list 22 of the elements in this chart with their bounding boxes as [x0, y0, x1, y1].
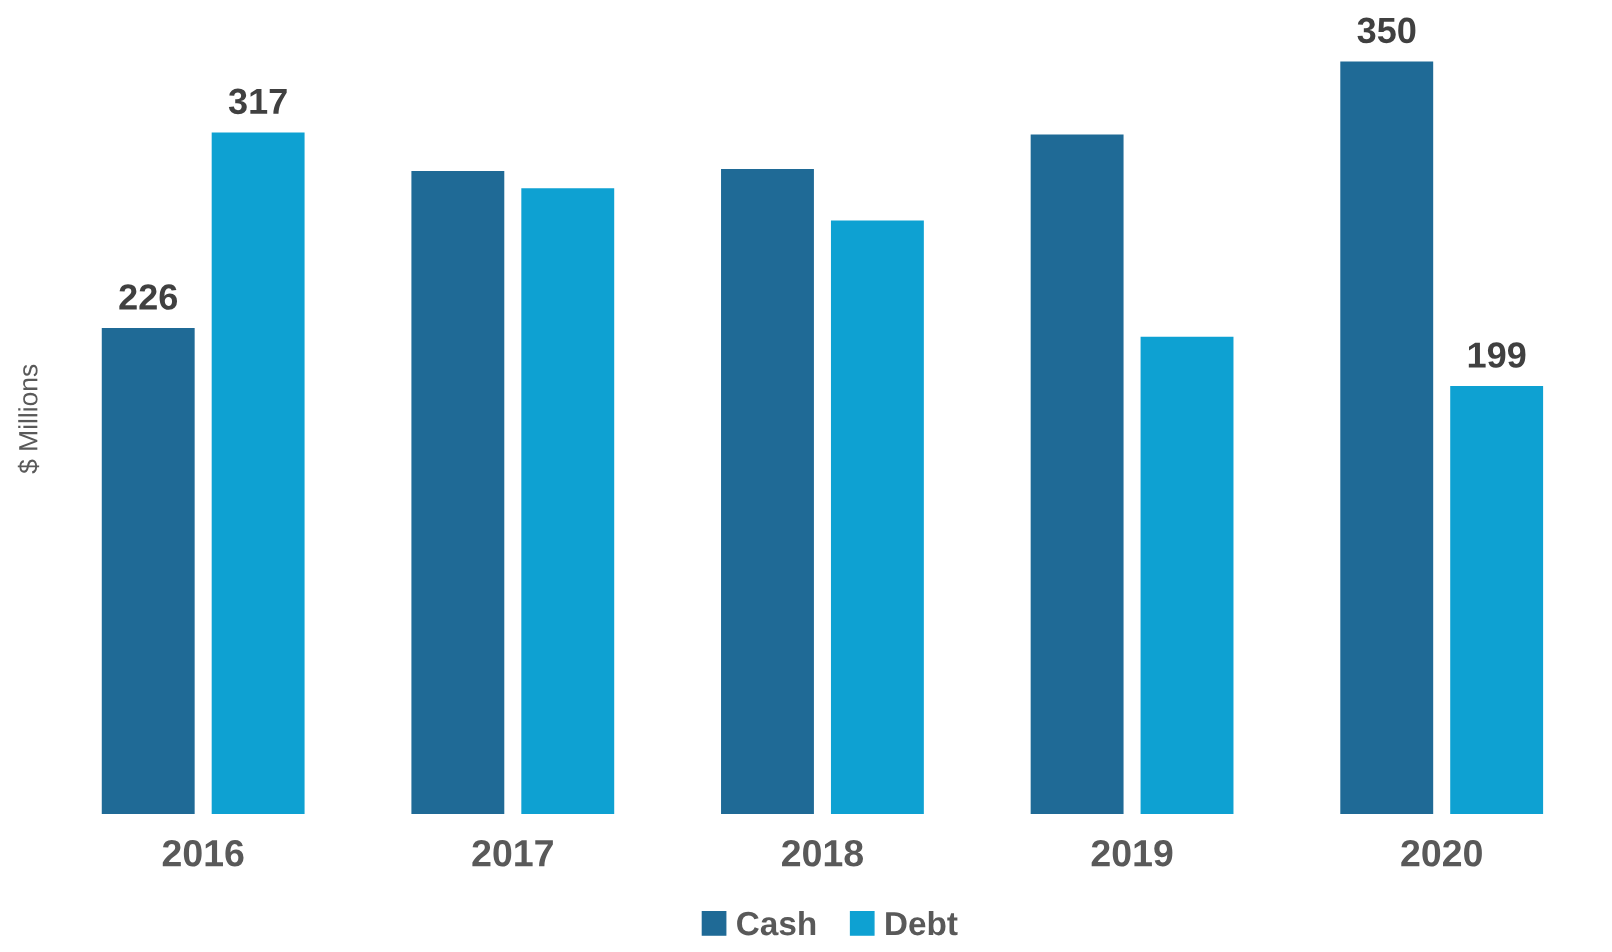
data-label: 317 [228, 88, 287, 115]
bar [101, 328, 195, 814]
x-tick-label: 2020 [1401, 839, 1482, 867]
bar [1140, 336, 1234, 814]
y-axis-title: $ Millions [17, 364, 40, 474]
x-tick-label: 2019 [1091, 839, 1173, 867]
bar [521, 188, 615, 814]
data-label: 199 [1468, 342, 1526, 368]
data-label: 226 [119, 284, 178, 310]
bar [1340, 61, 1434, 814]
x-tick-label: 2016 [162, 839, 244, 867]
data-label: 350 [1357, 17, 1416, 44]
x-tick-label: 2018 [782, 839, 863, 867]
legend-label: Debt [886, 910, 958, 936]
bar [211, 132, 305, 814]
bar [721, 168, 814, 814]
x-tick-label: 2017 [472, 839, 553, 867]
bar [411, 171, 505, 814]
legend-label: Cash [737, 910, 816, 936]
bar [1030, 134, 1124, 814]
bar [1450, 386, 1544, 814]
bar [830, 220, 924, 814]
